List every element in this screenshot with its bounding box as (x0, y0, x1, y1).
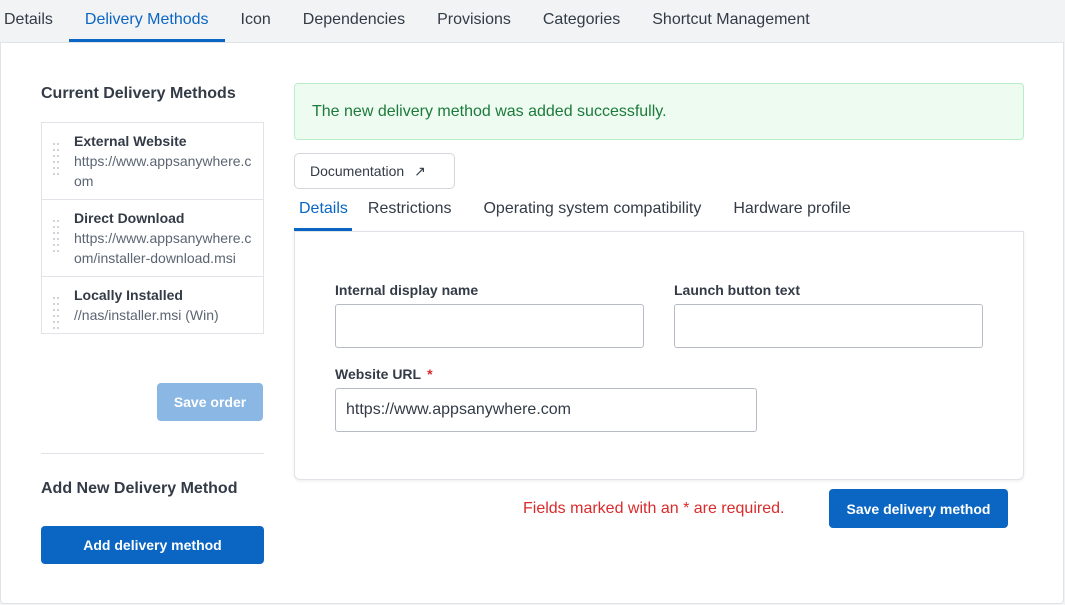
website-url-input[interactable]: https://www.appsanywhere.com (335, 388, 757, 432)
save-order-button[interactable]: Save order (157, 383, 263, 421)
list-item[interactable]: External Website https://www.appsanywhere… (41, 122, 264, 200)
list-item[interactable]: Locally Installed //nas/installer.msi (Wi… (41, 276, 264, 334)
subtab-os-compatibility[interactable]: Operating system compatibility (483, 200, 702, 217)
internal-name-label: Internal display name (335, 282, 479, 298)
subtab-hardware-profile[interactable]: Hardware profile (733, 200, 851, 217)
add-delivery-method-button[interactable]: Add delivery method (41, 526, 264, 564)
method-name: Direct Download (74, 210, 185, 226)
delivery-methods-list: External Website https://www.appsanywhere… (41, 122, 264, 334)
save-delivery-method-button[interactable]: Save delivery method (829, 489, 1008, 528)
method-value: https://www.appsanywhere.com/installer-d… (74, 230, 252, 266)
tab-delivery-methods[interactable]: Delivery Methods (68, 0, 225, 42)
launch-text-input[interactable] (674, 304, 983, 348)
documentation-button[interactable]: Documentation ↗ (294, 153, 455, 189)
tab-dependencies[interactable]: Dependencies (302, 11, 406, 28)
website-url-label: Website URL * (335, 366, 433, 382)
documentation-label: Documentation (310, 163, 405, 179)
method-name: External Website (74, 133, 187, 149)
internal-name-input[interactable] (335, 304, 644, 348)
subtab-details[interactable]: Details (294, 195, 352, 231)
method-value: https://www.appsanywhere.com (74, 153, 252, 189)
url-label-text: Website URL (335, 366, 422, 382)
drag-handle-icon[interactable] (52, 141, 60, 177)
divider (41, 453, 264, 454)
external-link-icon: ↗ (414, 163, 426, 179)
add-method-heading: Add New Delivery Method (41, 480, 238, 497)
list-item[interactable]: Direct Download https://www.appsanywhere.… (41, 199, 264, 277)
drag-handle-icon[interactable] (52, 218, 60, 254)
tab-shortcut-management[interactable]: Shortcut Management (652, 11, 810, 28)
tab-provisions[interactable]: Provisions (437, 11, 511, 28)
sub-tabs: Details Restrictions Operating system co… (294, 195, 867, 231)
current-methods-heading: Current Delivery Methods (41, 85, 236, 102)
details-form (294, 231, 1024, 480)
tab-details[interactable]: Details (4, 11, 53, 28)
main-tabs: Details Delivery Methods Icon Dependenci… (0, 0, 826, 42)
launch-text-label: Launch button text (674, 282, 800, 298)
method-value: //nas/installer.msi (Win) (74, 307, 219, 323)
required-note: Fields marked with an * are required. (523, 500, 785, 517)
tab-categories[interactable]: Categories (542, 11, 621, 28)
drag-handle-icon[interactable] (52, 295, 60, 331)
tab-icon[interactable]: Icon (240, 11, 271, 28)
method-name: Locally Installed (74, 287, 183, 303)
success-alert: The new delivery method was added succes… (294, 83, 1024, 140)
required-mark: * (427, 366, 433, 382)
subtab-restrictions[interactable]: Restrictions (367, 200, 452, 217)
